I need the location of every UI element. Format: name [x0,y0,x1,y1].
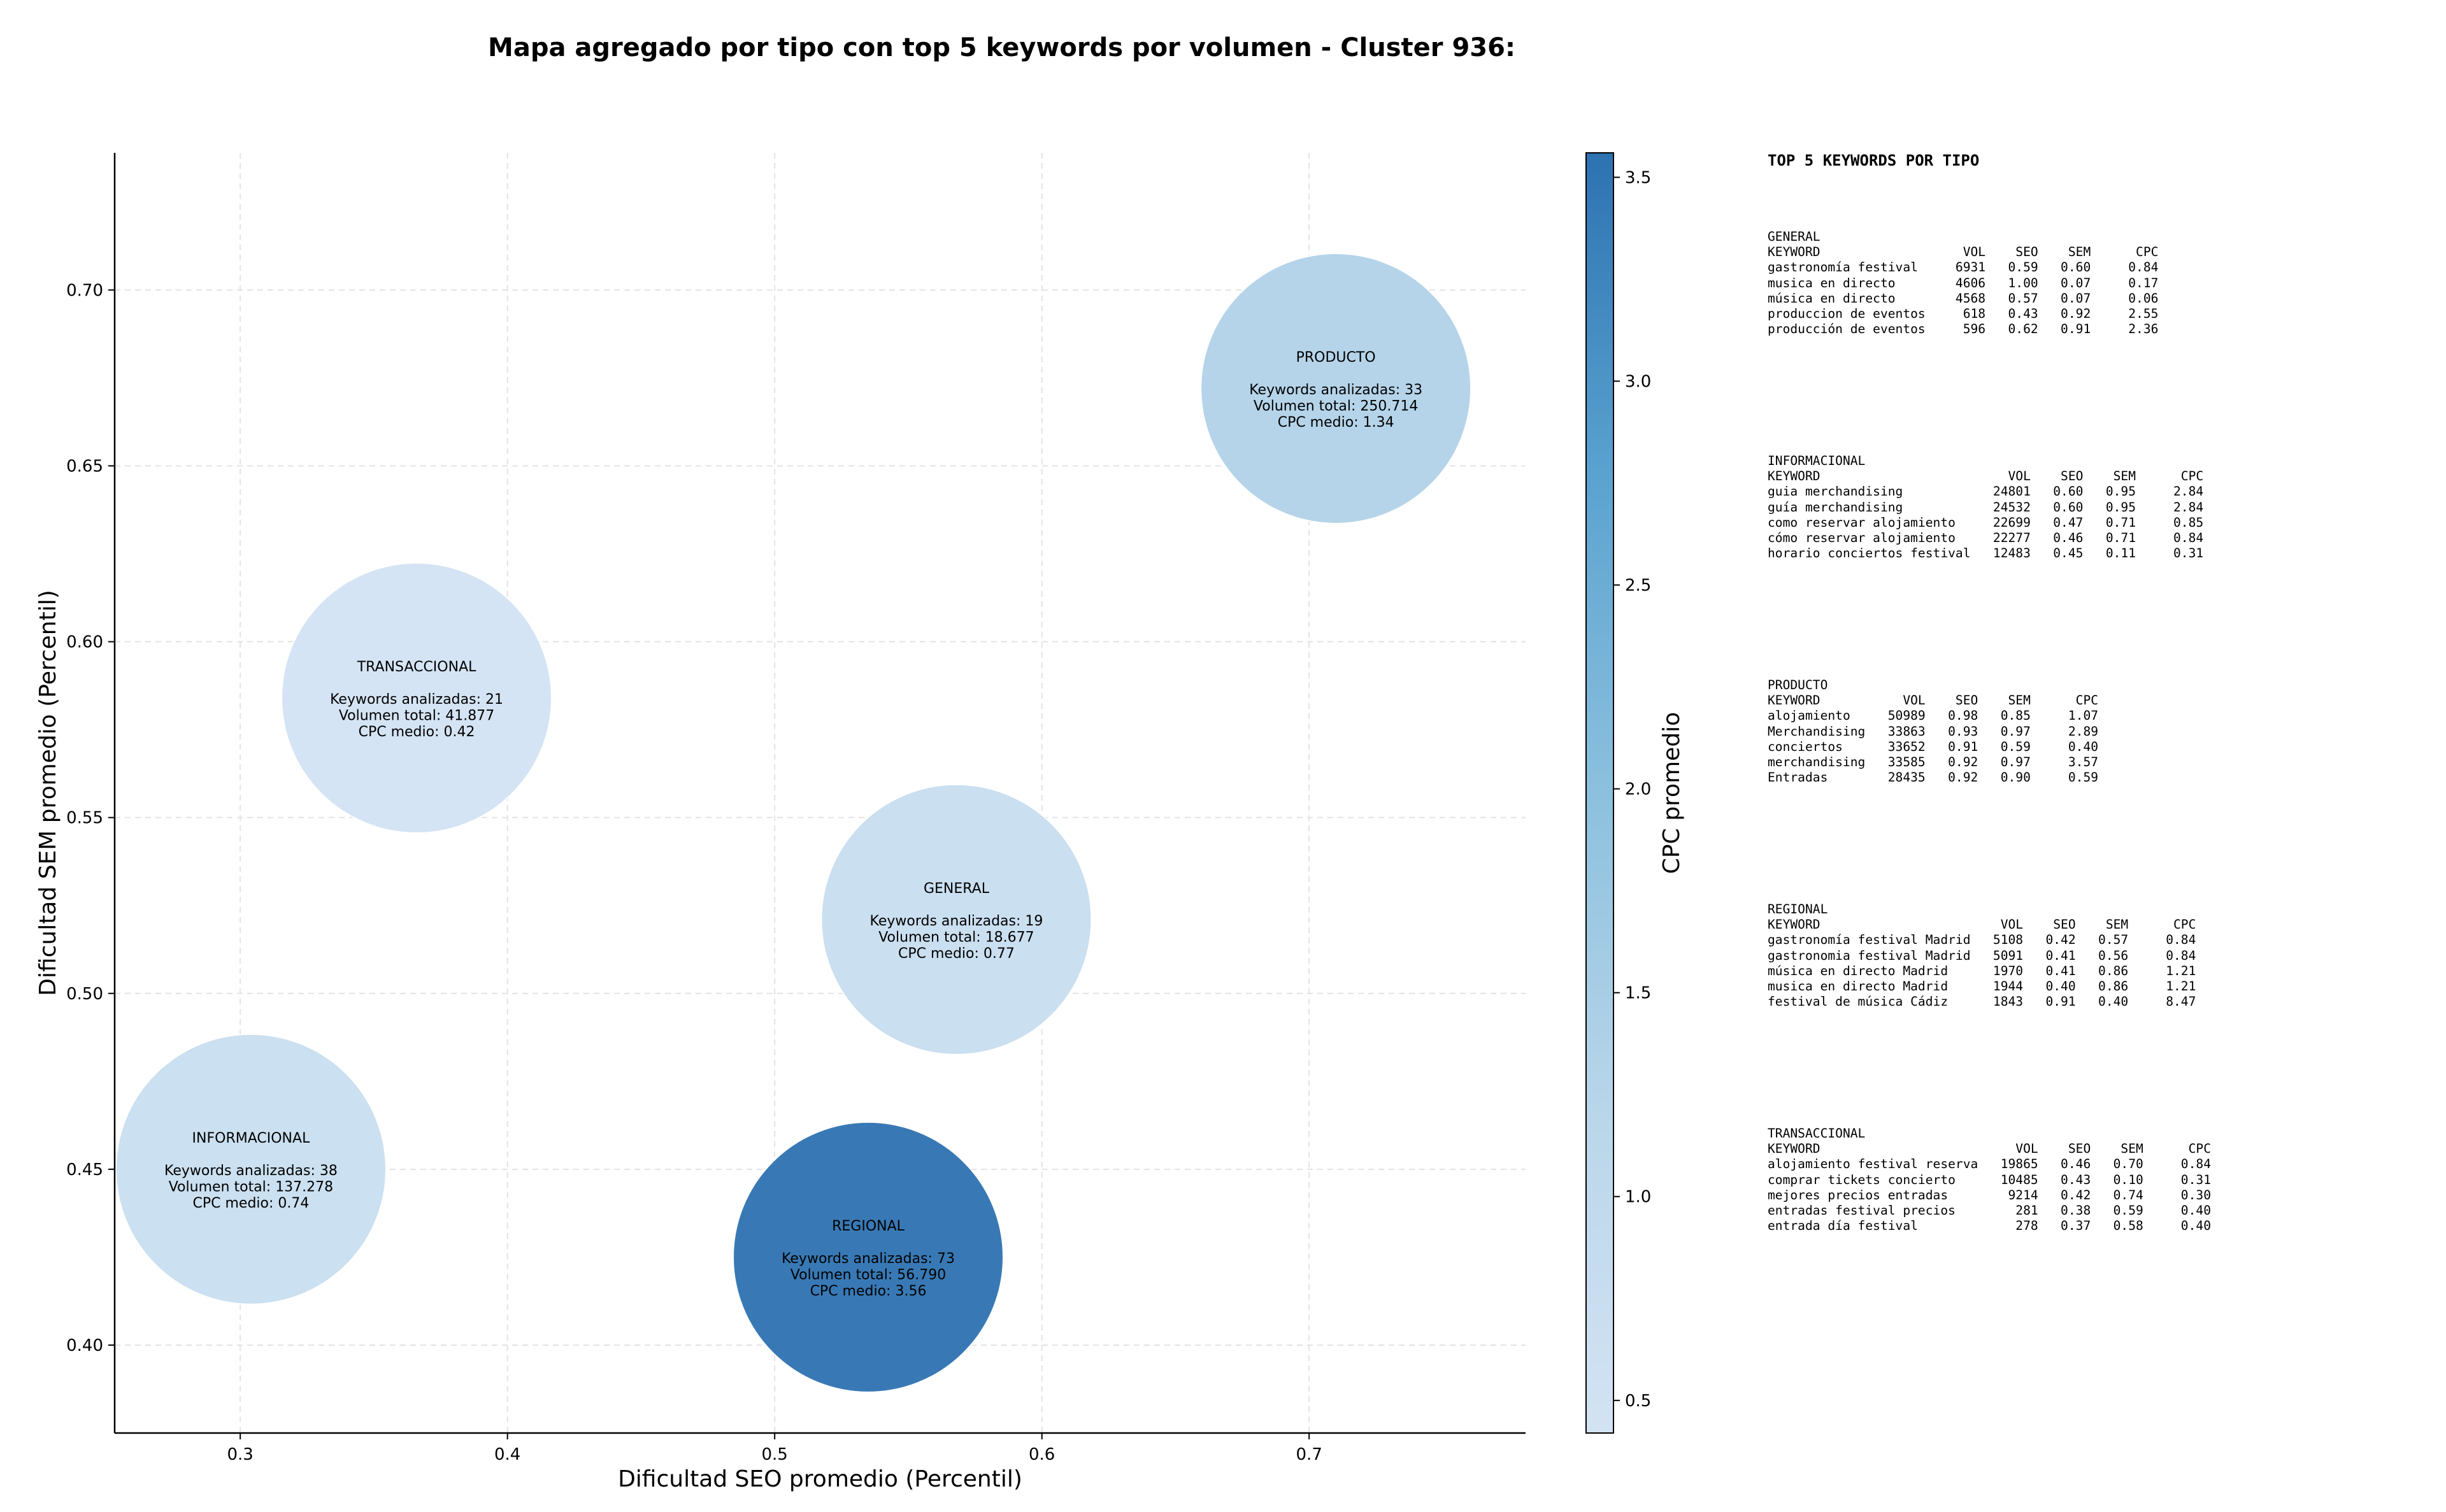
y-tick-label: 0.60 [66,633,103,652]
axes: 0.3 0.4 0.5 0.6 0.7 0.40 0.45 0.50 0.55 0.60 0.65 0… [35,153,1526,1492]
colorbar-tick-label: 3.5 [1625,168,1651,187]
bubble-label: Keywords analizadas: 21 [330,692,503,708]
y-tick-label: 0.55 [66,809,103,828]
x-tick-label: 0.6 [1029,1445,1055,1464]
x-tick-label: 0.5 [762,1445,788,1464]
x-tick-label: 0.4 [494,1445,520,1464]
keyword-table-transaccional: TRANSACCIONAL KEYWORD VOL SEO SEM CPC al… [1768,1126,2211,1234]
keyword-panel-title: TOP 5 KEYWORDS POR TIPO [1768,152,1980,169]
keyword-table-informacional: INFORMACIONAL KEYWORD VOL SEO SEM CPC gu… [1768,453,2204,561]
bubble-label: Volumen total: 56.790 [790,1267,946,1283]
bubble-label: CPC medio: 3.56 [810,1283,927,1299]
bubble-label: Keywords analizadas: 38 [164,1163,338,1179]
bubble-label: Volumen total: 137.278 [169,1179,333,1195]
colorbar-tick-label: 1.0 [1625,1188,1651,1207]
bubble-label: GENERAL [924,881,990,897]
bubble-label: Volumen total: 41.877 [339,708,494,724]
y-tick-label: 0.50 [66,985,103,1004]
bubble-label: REGIONAL [832,1218,905,1234]
bubble-label: Volumen total: 18.677 [878,929,1034,945]
bubble-label: CPC medio: 0.74 [193,1195,310,1211]
bubble-label: CPC medio: 1.34 [1278,415,1394,431]
colorbar-label: CPC promedio [1659,712,1685,874]
bubble-producto [1200,252,1472,524]
bubble-label: Volumen total: 250.714 [1254,398,1418,414]
x-tick-label: 0.7 [1296,1445,1322,1464]
colorbar-tick-label: 1.5 [1625,984,1651,1003]
colorbar-tick-label: 0.5 [1625,1392,1651,1411]
colorbar: 0.5 1.0 1.5 2.0 2.5 3.0 3.5 CPC promedio [1585,152,1685,1434]
bubble-label: CPC medio: 0.77 [898,946,1015,962]
bubble-general [820,783,1092,1055]
colorbar-gradient [1585,152,1614,1434]
bubble-transaccional [281,562,553,834]
bubble-label: INFORMACIONAL [192,1130,311,1146]
colorbar-tick-label: 2.0 [1625,780,1651,799]
bubble-informacional [115,1033,387,1305]
y-tick-label: 0.70 [66,281,103,300]
keyword-table-producto: PRODUCTO KEYWORD VOL SEO SEM CPC alojami… [1768,678,2099,785]
y-tick-label: 0.45 [66,1160,103,1180]
keyword-table-regional: REGIONAL KEYWORD VOL SEO SEM CPC gastron… [1768,902,2196,1009]
bubble-label: Keywords analizadas: 73 [782,1251,955,1267]
colorbar-tick-label: 2.5 [1625,576,1651,596]
y-tick-label: 0.40 [66,1336,103,1355]
colorbar-tick-label: 3.0 [1625,372,1651,391]
keyword-table-general: GENERAL KEYWORD VOL SEO SEM CPC gastrono… [1768,229,2159,337]
chart-title: Mapa agregado por tipo con top 5 keyword… [488,33,1515,62]
bubble-label: CPC medio: 0.42 [359,724,475,740]
bubble-label: PRODUCTO [1296,350,1376,366]
y-axis-label: Dificultad SEM promedio (Percentil) [35,590,61,996]
bubble-regional [733,1121,1005,1393]
y-tick-label: 0.65 [66,457,103,476]
bubble-label: Keywords analizadas: 19 [870,913,1043,929]
x-tick-label: 0.3 [227,1445,253,1464]
x-axis-label: Dificultad SEO promedio (Percentil) [618,1466,1022,1492]
bubble-label: Keywords analizadas: 33 [1249,382,1422,398]
bubble-label: TRANSACCIONAL [357,659,476,675]
